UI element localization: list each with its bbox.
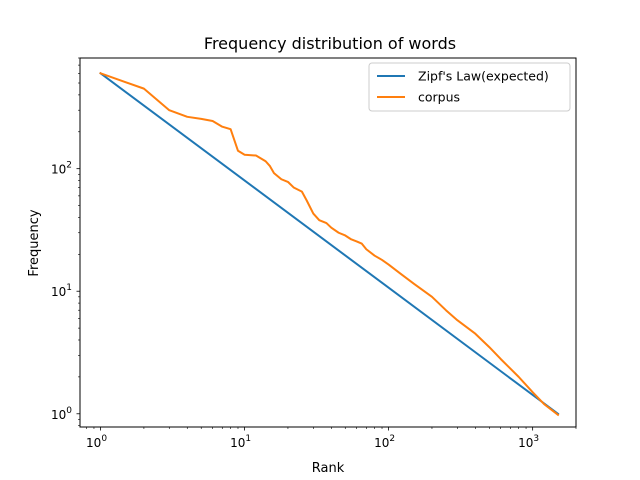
legend: Zipf's Law(expected) corpus bbox=[368, 62, 571, 112]
chart-title: Frequency distribution of words bbox=[204, 34, 456, 53]
legend-label-zipf: Zipf's Law(expected) bbox=[418, 69, 549, 84]
y-axis-label: Frequency bbox=[27, 209, 42, 276]
plot-frame bbox=[79, 57, 577, 428]
x-axis-label: Rank bbox=[312, 461, 345, 476]
series-line-zipf bbox=[99, 71, 560, 416]
series-line-corpus bbox=[99, 72, 560, 417]
legend-box bbox=[368, 62, 571, 112]
plot-lines bbox=[99, 71, 560, 417]
legend-label-corpus: corpus bbox=[418, 90, 460, 105]
